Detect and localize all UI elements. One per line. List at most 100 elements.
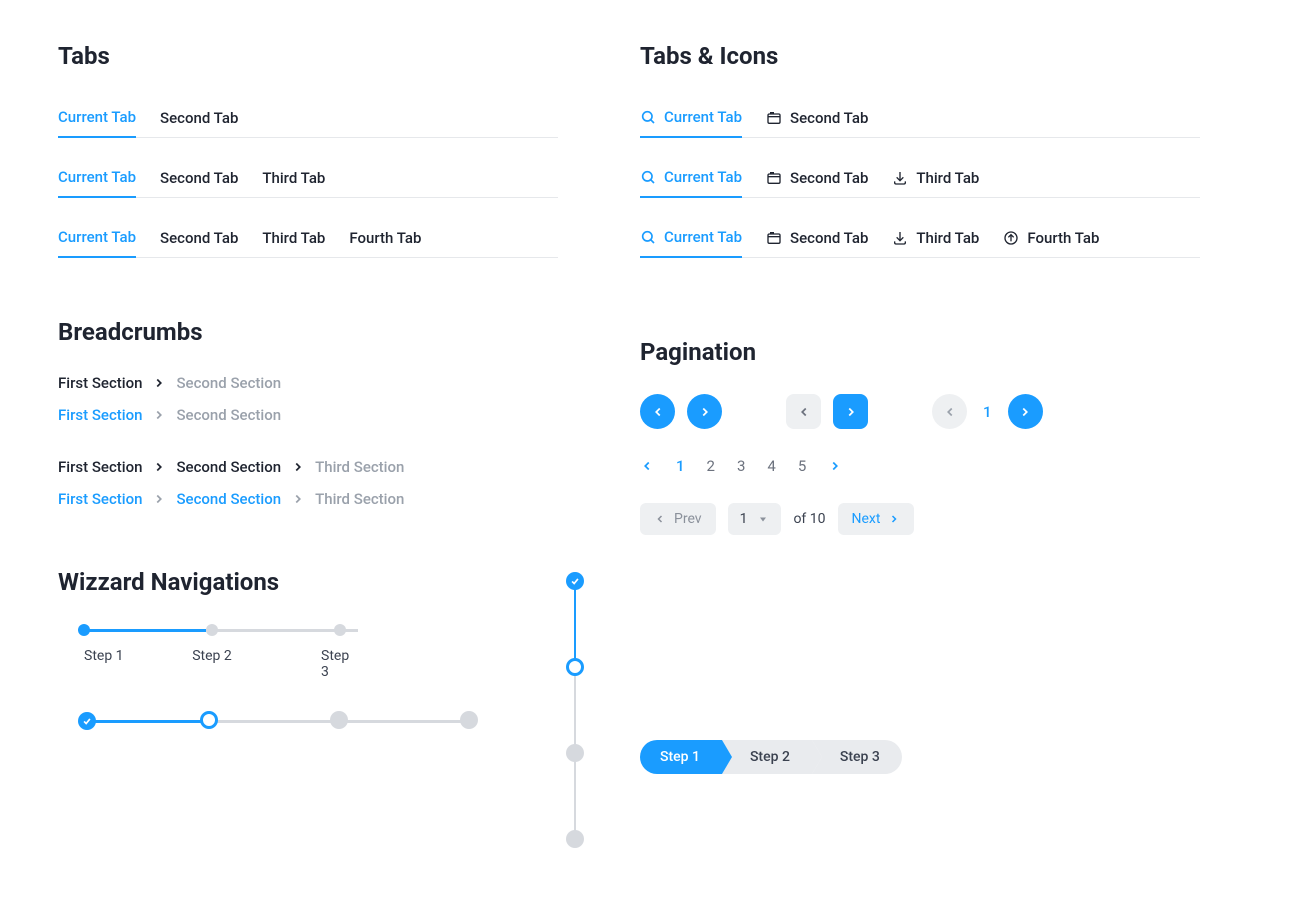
breadcrumb-item[interactable]: Second Section xyxy=(176,490,281,508)
breadcrumb-item[interactable]: First Section xyxy=(58,490,142,508)
prev-button[interactable] xyxy=(786,394,821,429)
tabs-icons-row-3: Current Tab Second Tab Third Tab xyxy=(640,158,1200,198)
page-number[interactable]: 1 xyxy=(676,457,685,475)
chevron-right-icon xyxy=(152,408,166,422)
tab-current[interactable]: Current Tab xyxy=(640,158,742,198)
tab-current[interactable]: Current Tab xyxy=(58,98,136,138)
of-text: of 10 xyxy=(793,511,825,527)
tab-second[interactable]: Second Tab xyxy=(766,159,868,197)
wizard-vertical xyxy=(566,572,586,862)
chevron-right-icon[interactable] xyxy=(828,459,842,473)
pagination-buttons-row: 1 xyxy=(640,394,1200,429)
breadcrumb-item: Third Section xyxy=(315,458,404,476)
tabs-icons-heading: Tabs & Icons xyxy=(640,42,1200,70)
chevron-left-icon[interactable] xyxy=(640,459,654,473)
tab-current[interactable]: Current Tab xyxy=(58,158,136,198)
tab-current[interactable]: Current Tab xyxy=(58,218,136,258)
tab-second[interactable]: Second Tab xyxy=(766,219,868,257)
next-button[interactable] xyxy=(687,394,722,429)
download-icon xyxy=(892,230,908,246)
tab-current[interactable]: Current Tab xyxy=(640,218,742,258)
step-pill[interactable]: Step 1 xyxy=(640,740,722,774)
wizard-step-label: Step 1 xyxy=(84,648,124,664)
breadcrumb-item: Third Section xyxy=(315,490,404,508)
tabs-icons-row-2: Current Tab Second Tab xyxy=(640,98,1200,138)
tab-second[interactable]: Second Tab xyxy=(160,99,238,137)
tab-label: Current Tab xyxy=(664,168,742,186)
breadcrumb-item: Second Section xyxy=(176,374,281,392)
wizard-step-check-icon[interactable] xyxy=(78,712,96,730)
search-icon xyxy=(640,169,656,185)
next-label: Next xyxy=(852,511,881,527)
wizard-step-node[interactable] xyxy=(206,624,218,636)
breadcrumb-item[interactable]: First Section xyxy=(58,374,142,392)
wizard-step-node[interactable] xyxy=(78,624,90,636)
page-number[interactable]: 2 xyxy=(707,457,715,475)
wizard-step-node[interactable] xyxy=(566,744,584,762)
tab-label: Second Tab xyxy=(790,109,868,127)
pagination-heading: Pagination xyxy=(640,338,1200,366)
wizard-step-node[interactable] xyxy=(460,711,478,729)
wizard-step-label: Step 2 xyxy=(192,648,232,664)
tab-third[interactable]: Third Tab xyxy=(262,219,325,257)
tab-label: Third Tab xyxy=(916,169,979,187)
chevron-right-icon xyxy=(291,460,305,474)
tab-label: Third Tab xyxy=(916,229,979,247)
chevron-right-icon xyxy=(152,492,166,506)
tab-third[interactable]: Third Tab xyxy=(892,159,979,197)
next-button[interactable] xyxy=(1008,394,1043,429)
breadcrumb-item[interactable]: Second Section xyxy=(176,458,281,476)
tabs-row-4: Current Tab Second Tab Third Tab Fourth … xyxy=(58,218,558,258)
tab-third[interactable]: Third Tab xyxy=(262,159,325,197)
tabs-row-3: Current Tab Second Tab Third Tab xyxy=(58,158,558,198)
tabs-icon xyxy=(766,110,782,126)
breadcrumb-item: Second Section xyxy=(176,406,281,424)
tab-second[interactable]: Second Tab xyxy=(160,159,238,197)
wizard-step-node[interactable] xyxy=(334,624,346,636)
page-number[interactable]: 4 xyxy=(767,457,775,475)
tab-fourth[interactable]: Fourth Tab xyxy=(1003,219,1099,257)
wizard-step-node[interactable] xyxy=(330,711,348,729)
breadcrumb-row: First Section Second Section xyxy=(58,406,558,424)
prev-label: Prev xyxy=(674,511,702,527)
tab-label: Second Tab xyxy=(790,169,868,187)
pagination-numbers-row: 1 2 3 4 5 xyxy=(640,457,1200,475)
step-pill[interactable]: Step 3 xyxy=(812,740,902,774)
breadcrumb-row: First Section Second Section xyxy=(58,374,558,392)
tab-label: Current Tab xyxy=(664,108,742,126)
search-icon xyxy=(640,229,656,245)
wizard-heading: Wizzard Navigations xyxy=(58,568,558,596)
breadcrumb-item[interactable]: First Section xyxy=(58,458,142,476)
tab-second[interactable]: Second Tab xyxy=(160,219,238,257)
tab-third[interactable]: Third Tab xyxy=(892,219,979,257)
prev-button[interactable] xyxy=(932,394,967,429)
wizard-step-node[interactable] xyxy=(566,830,584,848)
tab-label: Current Tab xyxy=(664,228,742,246)
tab-fourth[interactable]: Fourth Tab xyxy=(349,219,421,257)
pagination-pill-row: Prev 1 of 10 Next xyxy=(640,503,1200,535)
page-select-value: 1 xyxy=(740,511,748,527)
prev-button[interactable]: Prev xyxy=(640,503,716,535)
next-button[interactable] xyxy=(833,394,868,429)
tabs-icons-row-4: Current Tab Second Tab Third Tab Fourth … xyxy=(640,218,1200,258)
next-button[interactable]: Next xyxy=(838,503,915,535)
wizard-step-node[interactable] xyxy=(566,658,584,676)
tab-current[interactable]: Current Tab xyxy=(640,98,742,138)
chevron-right-icon xyxy=(291,492,305,506)
wizard-horizontal-4 xyxy=(78,714,498,774)
upload-icon xyxy=(1003,230,1019,246)
wizard-step-label: Step 3 xyxy=(321,648,359,680)
step-pill[interactable]: Step 2 xyxy=(722,740,812,774)
breadcrumbs-heading: Breadcrumbs xyxy=(58,318,558,346)
page-number[interactable]: 3 xyxy=(737,457,745,475)
prev-button[interactable] xyxy=(640,394,675,429)
breadcrumb-item[interactable]: First Section xyxy=(58,406,142,424)
wizard-step-node[interactable] xyxy=(200,711,218,729)
page-number[interactable]: 5 xyxy=(798,457,806,475)
tabs-row-2: Current Tab Second Tab xyxy=(58,98,558,138)
breadcrumb-row: First Section Second Section Third Secti… xyxy=(58,458,558,476)
page-select[interactable]: 1 xyxy=(728,503,782,535)
tab-second[interactable]: Second Tab xyxy=(766,99,868,137)
wizard-step-check-icon[interactable] xyxy=(566,572,584,590)
chevron-right-icon xyxy=(152,460,166,474)
